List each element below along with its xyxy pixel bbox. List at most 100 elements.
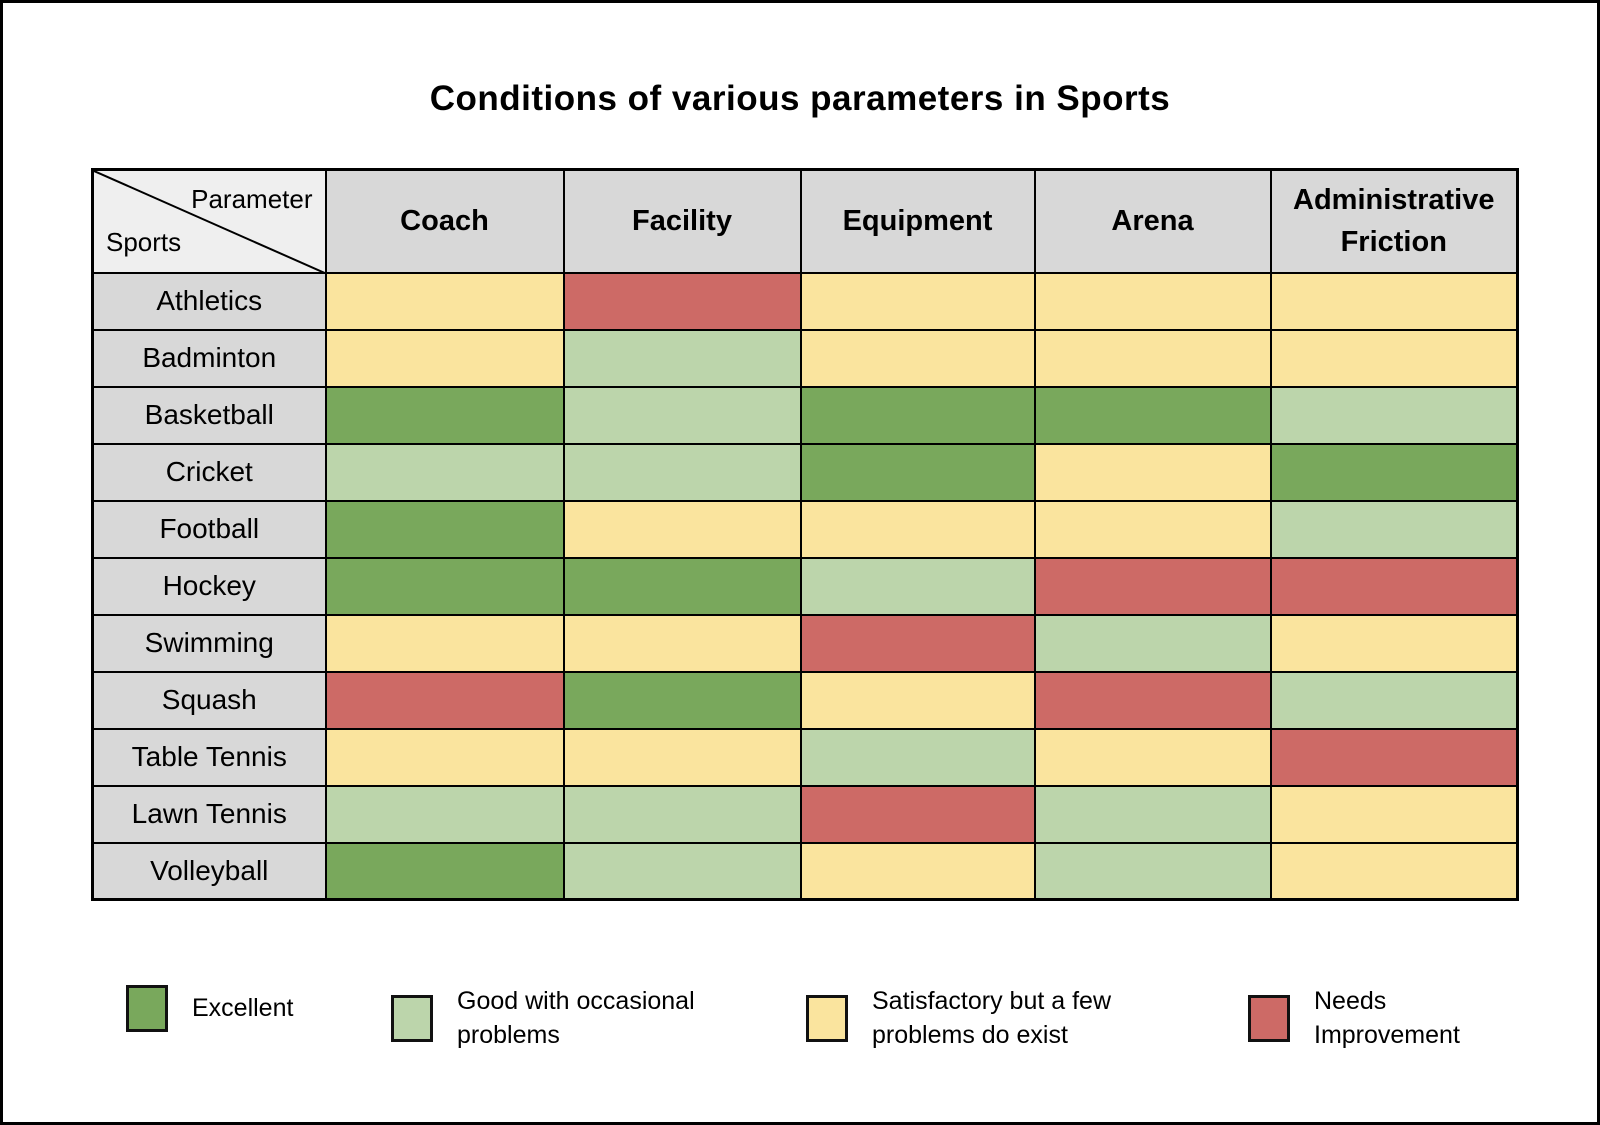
status-cell-satisfactory <box>562 499 802 559</box>
table-row: Lawn Tennis <box>91 784 1519 844</box>
status-cell-excellent <box>324 385 565 445</box>
status-cell-good <box>1269 670 1519 730</box>
table-row: Hockey <box>91 556 1519 616</box>
status-cell-needs_improvement <box>562 271 802 331</box>
status-cell-good <box>799 556 1036 616</box>
status-cell-good <box>562 442 802 502</box>
status-cell-excellent <box>324 556 565 616</box>
table-row: Squash <box>91 670 1519 730</box>
corner-label-sports: Sports <box>106 226 182 257</box>
sport-label: Swimming <box>91 613 327 673</box>
status-cell-good <box>1269 499 1519 559</box>
status-cell-good <box>1033 613 1272 673</box>
status-cell-satisfactory <box>1269 784 1519 844</box>
status-cell-satisfactory <box>799 328 1036 388</box>
status-cell-excellent <box>324 841 565 901</box>
col-header-coach: Coach <box>324 168 565 274</box>
status-cell-good <box>562 784 802 844</box>
sport-label: Cricket <box>91 442 327 502</box>
status-cell-excellent <box>324 499 565 559</box>
status-cell-satisfactory <box>1033 271 1272 331</box>
legend-swatch-excellent <box>126 985 168 1032</box>
table-row: Athletics <box>91 271 1519 331</box>
status-cell-excellent <box>1269 442 1519 502</box>
status-cell-needs_improvement <box>799 784 1036 844</box>
table-body: Athletics Badminton Basketball Cricket Footb… <box>91 271 1519 901</box>
table-row: Basketball <box>91 385 1519 445</box>
status-cell-needs_improvement <box>799 613 1036 673</box>
status-cell-good <box>1033 784 1272 844</box>
table-row: Volleyball <box>91 841 1519 901</box>
status-cell-good <box>562 841 802 901</box>
table-row: Badminton <box>91 328 1519 388</box>
status-cell-excellent <box>562 556 802 616</box>
legend-label-needs_improvement: Needs Improvement <box>1314 987 1460 1049</box>
status-cell-satisfactory <box>799 670 1036 730</box>
status-cell-satisfactory <box>1033 499 1272 559</box>
status-cell-satisfactory <box>1033 442 1272 502</box>
status-cell-good <box>562 328 802 388</box>
status-cell-satisfactory <box>1269 841 1519 901</box>
status-cell-satisfactory <box>324 271 565 331</box>
col-header-facility: Facility <box>562 168 802 274</box>
sport-label: Athletics <box>91 271 327 331</box>
status-cell-satisfactory <box>1269 271 1519 331</box>
sport-label: Football <box>91 499 327 559</box>
conditions-table: Parameter Sports Coach Facility Equipmen… <box>91 168 1519 901</box>
status-cell-good <box>799 727 1036 787</box>
status-cell-satisfactory <box>799 499 1036 559</box>
legend-label-excellent: Excellent <box>192 993 294 1022</box>
legend-swatch-needs_improvement <box>1248 995 1290 1043</box>
legend-item-needs_improvement: Needs Improvement <box>1248 985 1504 1053</box>
status-cell-good <box>324 442 565 502</box>
status-cell-excellent <box>1033 385 1272 445</box>
legend-swatch-good <box>391 995 433 1043</box>
col-header-administrative-friction: Administrative Friction <box>1269 168 1519 274</box>
page-title: Conditions of various parameters in Spor… <box>429 79 1171 118</box>
diagonal-divider-line <box>94 171 322 271</box>
sport-label: Volleyball <box>91 841 327 901</box>
status-cell-satisfactory <box>799 841 1036 901</box>
status-cell-satisfactory <box>562 613 802 673</box>
status-cell-needs_improvement <box>1033 670 1272 730</box>
sport-label: Basketball <box>91 385 327 445</box>
legend-item-satisfactory: Satisfactory but a few problems do exist <box>806 985 1172 1053</box>
status-cell-excellent <box>799 442 1036 502</box>
legend-item-good: Good with occasional problems <box>391 985 747 1053</box>
status-cell-needs_improvement <box>1033 556 1272 616</box>
status-cell-good <box>324 784 565 844</box>
sport-label: Table Tennis <box>91 727 327 787</box>
table-row: Cricket <box>91 442 1519 502</box>
status-cell-satisfactory <box>324 328 565 388</box>
legend-item-excellent: Excellent <box>126 985 293 1032</box>
status-cell-satisfactory <box>324 613 565 673</box>
status-cell-satisfactory <box>562 727 802 787</box>
legend-swatch-satisfactory <box>806 995 848 1043</box>
status-cell-excellent <box>562 670 802 730</box>
sport-label: Badminton <box>91 328 327 388</box>
corner-cell: Parameter Sports <box>91 168 327 274</box>
status-cell-good <box>1033 841 1272 901</box>
status-cell-excellent <box>799 385 1036 445</box>
header-row: Parameter Sports Coach Facility Equipmen… <box>91 168 1519 274</box>
corner-label-parameter: Parameter <box>191 184 313 214</box>
status-cell-satisfactory <box>1033 328 1272 388</box>
status-cell-good <box>1269 385 1519 445</box>
status-cell-satisfactory <box>1269 328 1519 388</box>
col-header-equipment: Equipment <box>799 168 1036 274</box>
table-row: Table Tennis <box>91 727 1519 787</box>
status-cell-needs_improvement <box>1269 556 1519 616</box>
col-header-arena: Arena <box>1033 168 1272 274</box>
table-row: Football <box>91 499 1519 559</box>
legend-label-satisfactory: Satisfactory but a few problems do exist <box>872 987 1112 1049</box>
legend-label-good: Good with occasional problems <box>457 987 695 1049</box>
status-cell-needs_improvement <box>1269 727 1519 787</box>
sport-label: Hockey <box>91 556 327 616</box>
status-cell-satisfactory <box>324 727 565 787</box>
status-cell-good <box>562 385 802 445</box>
table-row: Swimming <box>91 613 1519 673</box>
status-cell-needs_improvement <box>324 670 565 730</box>
status-cell-satisfactory <box>799 271 1036 331</box>
sport-label: Squash <box>91 670 327 730</box>
